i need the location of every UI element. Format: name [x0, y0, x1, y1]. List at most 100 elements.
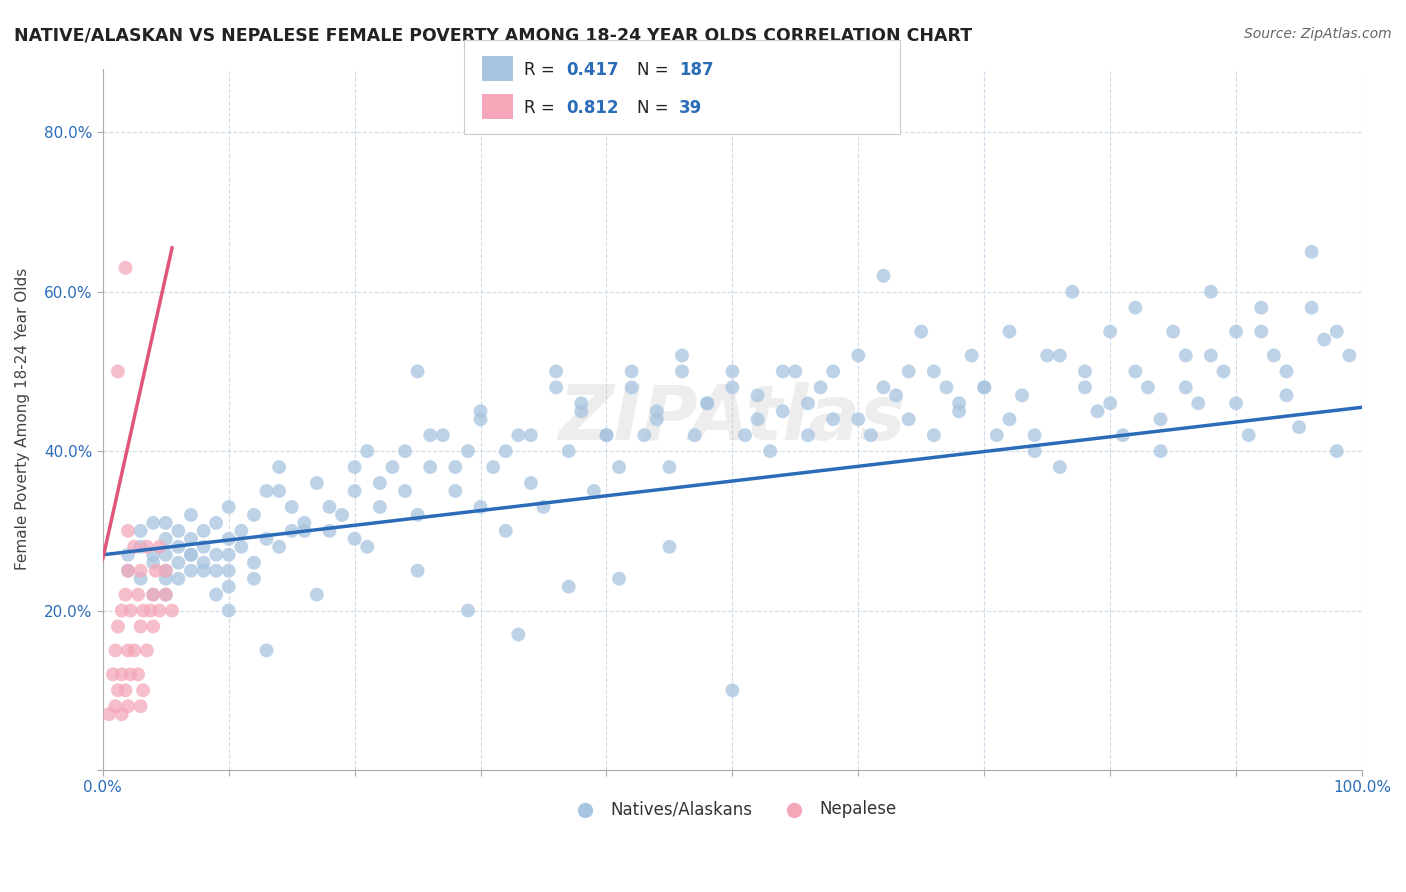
Point [721, 380, 744, 394]
Point [117, 564, 139, 578]
Text: 187: 187 [679, 61, 714, 79]
Point [180, 548, 202, 562]
Point [218, 548, 240, 562]
Point [356, 444, 378, 458]
Point [180, 532, 202, 546]
Point [948, 404, 970, 418]
Text: R =: R = [524, 99, 561, 117]
Point [810, 380, 832, 394]
Point [470, 412, 492, 426]
Point [218, 580, 240, 594]
Point [256, 532, 278, 546]
Point [1326, 444, 1348, 458]
Point [785, 364, 807, 378]
Point [457, 444, 479, 458]
Point [607, 572, 630, 586]
Point [142, 556, 165, 570]
Point [846, 349, 869, 363]
Point [470, 500, 492, 514]
Point [231, 524, 253, 538]
Point [124, 540, 146, 554]
Point [1112, 428, 1135, 442]
Point [343, 483, 366, 498]
Point [155, 516, 177, 530]
Legend: Natives/Alaskans, Nepalese: Natives/Alaskans, Nepalese [562, 794, 903, 825]
Point [998, 412, 1021, 426]
Point [318, 500, 340, 514]
Point [406, 508, 429, 522]
Point [897, 364, 920, 378]
Point [884, 388, 907, 402]
Point [148, 540, 170, 554]
Point [1049, 460, 1071, 475]
Point [139, 603, 162, 617]
Point [124, 643, 146, 657]
Point [495, 524, 517, 538]
Point [1237, 428, 1260, 442]
Point [1263, 349, 1285, 363]
Point [1199, 349, 1222, 363]
Point [145, 564, 167, 578]
Point [243, 508, 266, 522]
Point [1049, 349, 1071, 363]
Point [772, 404, 794, 418]
Point [557, 580, 579, 594]
Point [607, 460, 630, 475]
Point [973, 380, 995, 394]
Point [1250, 301, 1272, 315]
Point [747, 412, 769, 426]
Point [1074, 380, 1097, 394]
Point [859, 428, 882, 442]
Point [231, 540, 253, 554]
Point [457, 603, 479, 617]
Point [823, 364, 845, 378]
Point [120, 667, 142, 681]
Point [633, 428, 655, 442]
Point [104, 643, 127, 657]
Point [117, 548, 139, 562]
Point [671, 364, 693, 378]
Point [167, 524, 190, 538]
Point [292, 524, 315, 538]
Point [142, 588, 165, 602]
Point [1074, 364, 1097, 378]
Point [658, 460, 681, 475]
Point [582, 483, 605, 498]
Point [1149, 444, 1171, 458]
Point [142, 548, 165, 562]
Point [595, 428, 617, 442]
Point [671, 349, 693, 363]
Point [180, 548, 202, 562]
Point [948, 396, 970, 410]
Point [343, 460, 366, 475]
Point [683, 428, 706, 442]
Point [846, 412, 869, 426]
Point [135, 540, 157, 554]
Point [205, 516, 228, 530]
Point [1250, 325, 1272, 339]
Point [114, 683, 136, 698]
Point [1125, 301, 1147, 315]
Point [205, 564, 228, 578]
Point [205, 548, 228, 562]
Point [356, 540, 378, 554]
Point [772, 364, 794, 378]
Point [1225, 325, 1247, 339]
Point [922, 428, 945, 442]
Point [107, 364, 129, 378]
Point [569, 396, 592, 410]
Point [1339, 349, 1361, 363]
Point [872, 268, 894, 283]
Point [155, 588, 177, 602]
Point [243, 572, 266, 586]
Point [117, 643, 139, 657]
Text: N =: N = [637, 61, 673, 79]
Point [1275, 388, 1298, 402]
Text: NATIVE/ALASKAN VS NEPALESE FEMALE POVERTY AMONG 18-24 YEAR OLDS CORRELATION CHAR: NATIVE/ALASKAN VS NEPALESE FEMALE POVERT… [14, 27, 972, 45]
Point [910, 325, 932, 339]
Point [1099, 325, 1122, 339]
Point [696, 396, 718, 410]
Point [520, 428, 543, 442]
Text: ZIPAtlas: ZIPAtlas [558, 383, 905, 457]
Point [305, 588, 328, 602]
